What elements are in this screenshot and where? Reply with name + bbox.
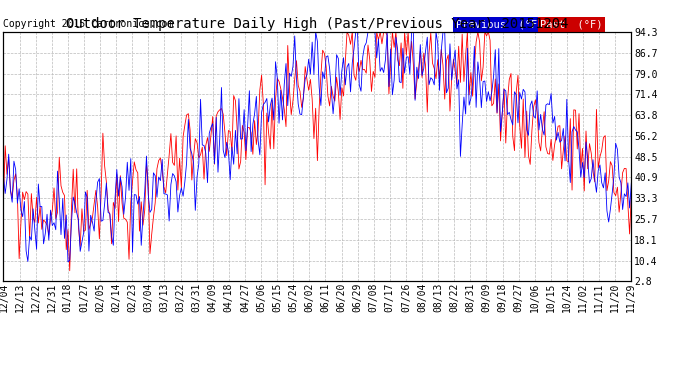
Text: Past  (°F): Past (°F)	[540, 20, 603, 29]
Text: Copyright 2015 Cartronics.com: Copyright 2015 Cartronics.com	[3, 20, 174, 29]
Text: Previous  (°F): Previous (°F)	[455, 20, 543, 29]
Title: Outdoor Temperature Daily High (Past/Previous Year) 20151204: Outdoor Temperature Daily High (Past/Pre…	[66, 17, 569, 31]
